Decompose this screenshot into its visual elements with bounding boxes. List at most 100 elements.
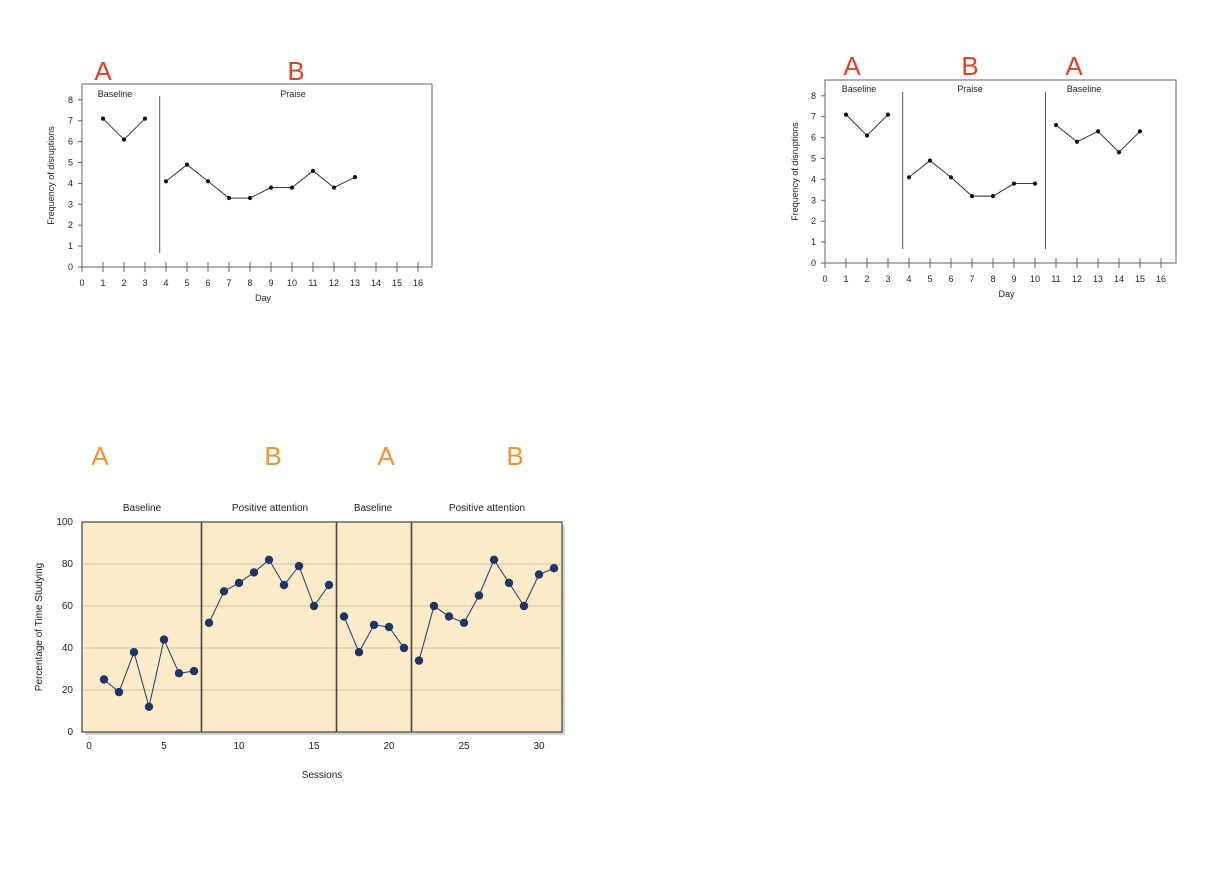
data-point [399, 643, 409, 653]
y-axis-label: Frequency of disruptions [790, 122, 800, 221]
x-tick-label: 7 [226, 278, 231, 288]
data-point [969, 194, 975, 199]
y-tick-label: 5 [811, 154, 816, 164]
data-point [339, 612, 349, 621]
y-tick-label: 100 [56, 517, 73, 528]
phase-label: Baseline [98, 89, 133, 99]
data-point [534, 570, 544, 579]
x-axis-label: Sessions [302, 770, 343, 781]
x-tick-label: 8 [247, 278, 252, 288]
x-tick-label: 3 [885, 274, 890, 284]
phase-label: Positive attention [232, 503, 308, 514]
x-tick-label: 0 [86, 741, 92, 752]
x-tick-label: 0 [822, 274, 827, 284]
y-tick-label: 8 [68, 95, 73, 105]
phase-label: Positive attention [449, 503, 525, 514]
plot-area [81, 83, 433, 268]
data-point [129, 648, 139, 657]
y-tick-label: 4 [811, 174, 816, 184]
phase-label: Baseline [354, 503, 393, 514]
data-point [226, 195, 232, 201]
data-point [906, 175, 912, 180]
data-point [268, 185, 274, 190]
data-point [459, 618, 469, 627]
x-tick-label: 9 [268, 278, 273, 288]
y-tick-label: 3 [68, 199, 73, 209]
x-tick-label: 4 [163, 278, 168, 288]
y-tick-label: 0 [68, 262, 73, 272]
x-tick-label: 8 [990, 274, 995, 284]
data-point [219, 587, 229, 596]
x-tick-label: 3 [142, 278, 147, 288]
phase-letter: A [377, 441, 395, 471]
data-point [289, 185, 295, 190]
x-tick-label: 14 [371, 278, 381, 288]
phase-letter: A [94, 56, 112, 86]
data-point [489, 555, 499, 564]
data-point [163, 179, 169, 184]
data-point [429, 601, 439, 611]
x-tick-label: 5 [161, 741, 167, 752]
series-line [418, 558, 555, 661]
y-tick-label: 3 [811, 195, 816, 205]
data-point [331, 185, 337, 190]
y-axis-label: Frequency of disruptions [46, 126, 56, 225]
phase-letter: A [843, 51, 861, 81]
y-tick-label: 8 [811, 91, 816, 101]
data-point [189, 666, 199, 676]
data-point [324, 580, 334, 590]
phase-letter: A [1065, 51, 1083, 81]
x-tick-label: 9 [1011, 274, 1016, 284]
series-line [165, 164, 356, 199]
x-tick-label: 10 [1030, 274, 1040, 284]
phase-letter: A [91, 441, 109, 471]
data-point [384, 622, 394, 632]
x-tick-label: 30 [533, 741, 545, 752]
data-point [885, 112, 891, 117]
phase-label: Baseline [1067, 84, 1102, 94]
x-axis-label: Day [255, 293, 272, 303]
y-tick-label: 0 [67, 727, 73, 738]
phase-letter: B [506, 441, 523, 471]
x-tick-label: 12 [1072, 274, 1082, 284]
data-point [309, 601, 319, 611]
data-point [1011, 181, 1017, 186]
x-tick-label: 12 [329, 278, 339, 288]
y-tick-label: 7 [811, 112, 816, 122]
x-tick-label: 11 [1051, 274, 1060, 284]
data-point [279, 580, 289, 590]
x-tick-label: 10 [233, 741, 245, 752]
x-tick-label: 15 [392, 278, 402, 288]
phase-label: Baseline [842, 84, 877, 94]
phase-letter: B [961, 51, 978, 81]
data-point [948, 175, 954, 180]
data-point [354, 648, 364, 657]
data-point [184, 162, 190, 167]
phase-letter: B [264, 441, 281, 471]
x-tick-label: 5 [184, 278, 189, 288]
data-point [1116, 150, 1122, 155]
data-point [1032, 181, 1038, 186]
y-tick-label: 4 [68, 178, 73, 188]
y-tick-label: 5 [68, 158, 73, 168]
y-axis-label: Percentage of Time Studying [34, 563, 45, 691]
data-point [474, 591, 484, 600]
data-point [990, 194, 996, 199]
data-point [444, 612, 454, 621]
data-point [144, 702, 154, 711]
data-point [114, 687, 124, 697]
data-point [549, 564, 559, 573]
data-point [264, 555, 274, 564]
x-tick-label: 13 [1093, 274, 1103, 284]
series-line [908, 160, 1035, 197]
data-point [864, 133, 870, 138]
x-tick-label: 20 [383, 741, 395, 752]
series-line [845, 114, 889, 137]
y-tick-label: 60 [62, 601, 74, 612]
x-tick-label: 13 [350, 278, 360, 288]
data-point [205, 179, 211, 184]
y-tick-label: 2 [811, 216, 816, 226]
y-tick-label: 0 [811, 258, 816, 268]
data-point [247, 195, 253, 201]
